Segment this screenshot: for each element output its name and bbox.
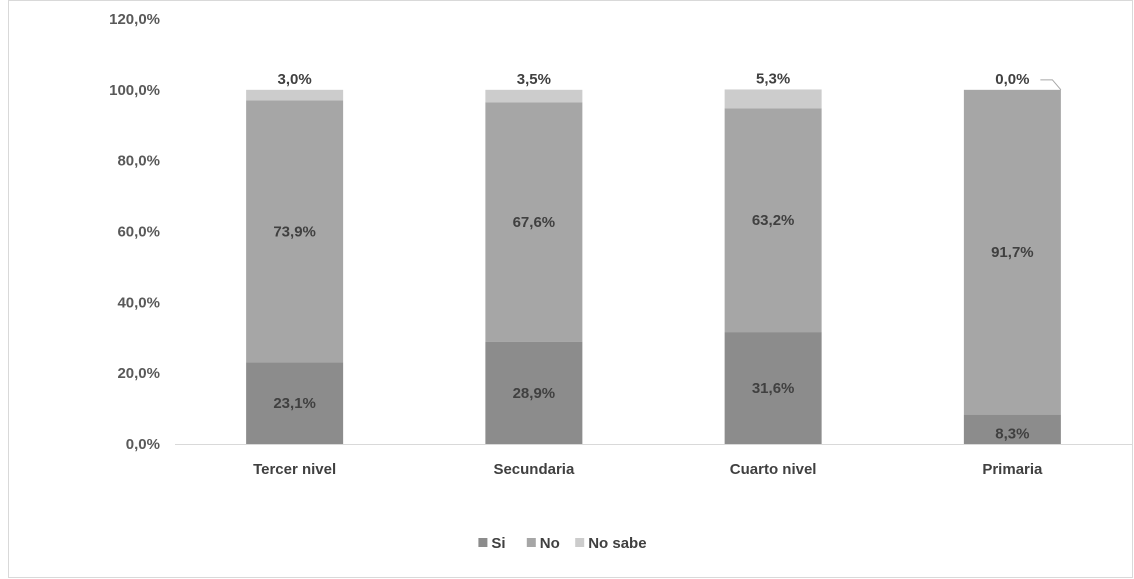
data-label: 5,3% [756, 70, 790, 87]
bar-segment [246, 89, 344, 101]
bar-segment [246, 100, 344, 363]
leader-line [1040, 79, 1062, 91]
y-tick-label: 40,0% [117, 294, 160, 311]
data-label: 0,0% [995, 71, 1029, 88]
bar-segment [724, 108, 822, 333]
bar-segment [963, 89, 1061, 415]
data-label: 28,9% [513, 385, 556, 402]
legend: Si No No sabe [478, 535, 647, 552]
x-axis: Tercer nivel Secundaria Cuarto nivel Primar… [253, 461, 1043, 478]
legend-label: Si [491, 535, 505, 552]
y-tick-label: 0,0% [126, 436, 160, 453]
legend-swatch [575, 538, 585, 547]
data-label: 3,0% [278, 71, 312, 88]
data-label: 63,2% [752, 212, 795, 229]
x-tick-label: Secundaria [493, 461, 575, 478]
bar-segment [963, 414, 1061, 444]
data-label: 8,3% [995, 426, 1029, 443]
bar-segment [485, 102, 583, 342]
data-labels: 23,1% 73,9% 3,0% 28,9% 67,6% 3,5% 31,6% 63,2% 5,… [273, 70, 1062, 443]
data-label: 91,7% [991, 244, 1034, 261]
x-tick-label: Cuarto nivel [730, 461, 817, 478]
bar-segment [724, 332, 822, 444]
data-label: 73,9% [273, 223, 316, 240]
legend-swatch [478, 538, 488, 547]
bar-segment [485, 89, 583, 103]
data-label: 31,6% [752, 380, 795, 397]
y-tick-label: 100,0% [109, 82, 160, 99]
bar-segment [246, 362, 344, 444]
y-axis: 0,0% 20,0% 40,0% 60,0% 80,0% 100,0% 120,0% [109, 11, 160, 453]
x-tick-label: Tercer nivel [253, 461, 336, 478]
legend-swatch [526, 538, 536, 547]
data-label: 23,1% [273, 395, 316, 412]
y-tick-label: 60,0% [117, 224, 160, 241]
data-label: 67,6% [513, 214, 556, 231]
y-tick-label: 120,0% [109, 11, 160, 28]
legend-label: No [540, 535, 560, 552]
bars [246, 89, 1061, 444]
legend-label: No sabe [588, 535, 646, 552]
bar-segment [485, 341, 583, 444]
bar-segment [724, 89, 822, 109]
x-tick-label: Primaria [982, 461, 1043, 478]
y-tick-label: 80,0% [117, 153, 160, 170]
data-label: 3,5% [517, 71, 551, 88]
y-tick-label: 20,0% [117, 365, 160, 382]
